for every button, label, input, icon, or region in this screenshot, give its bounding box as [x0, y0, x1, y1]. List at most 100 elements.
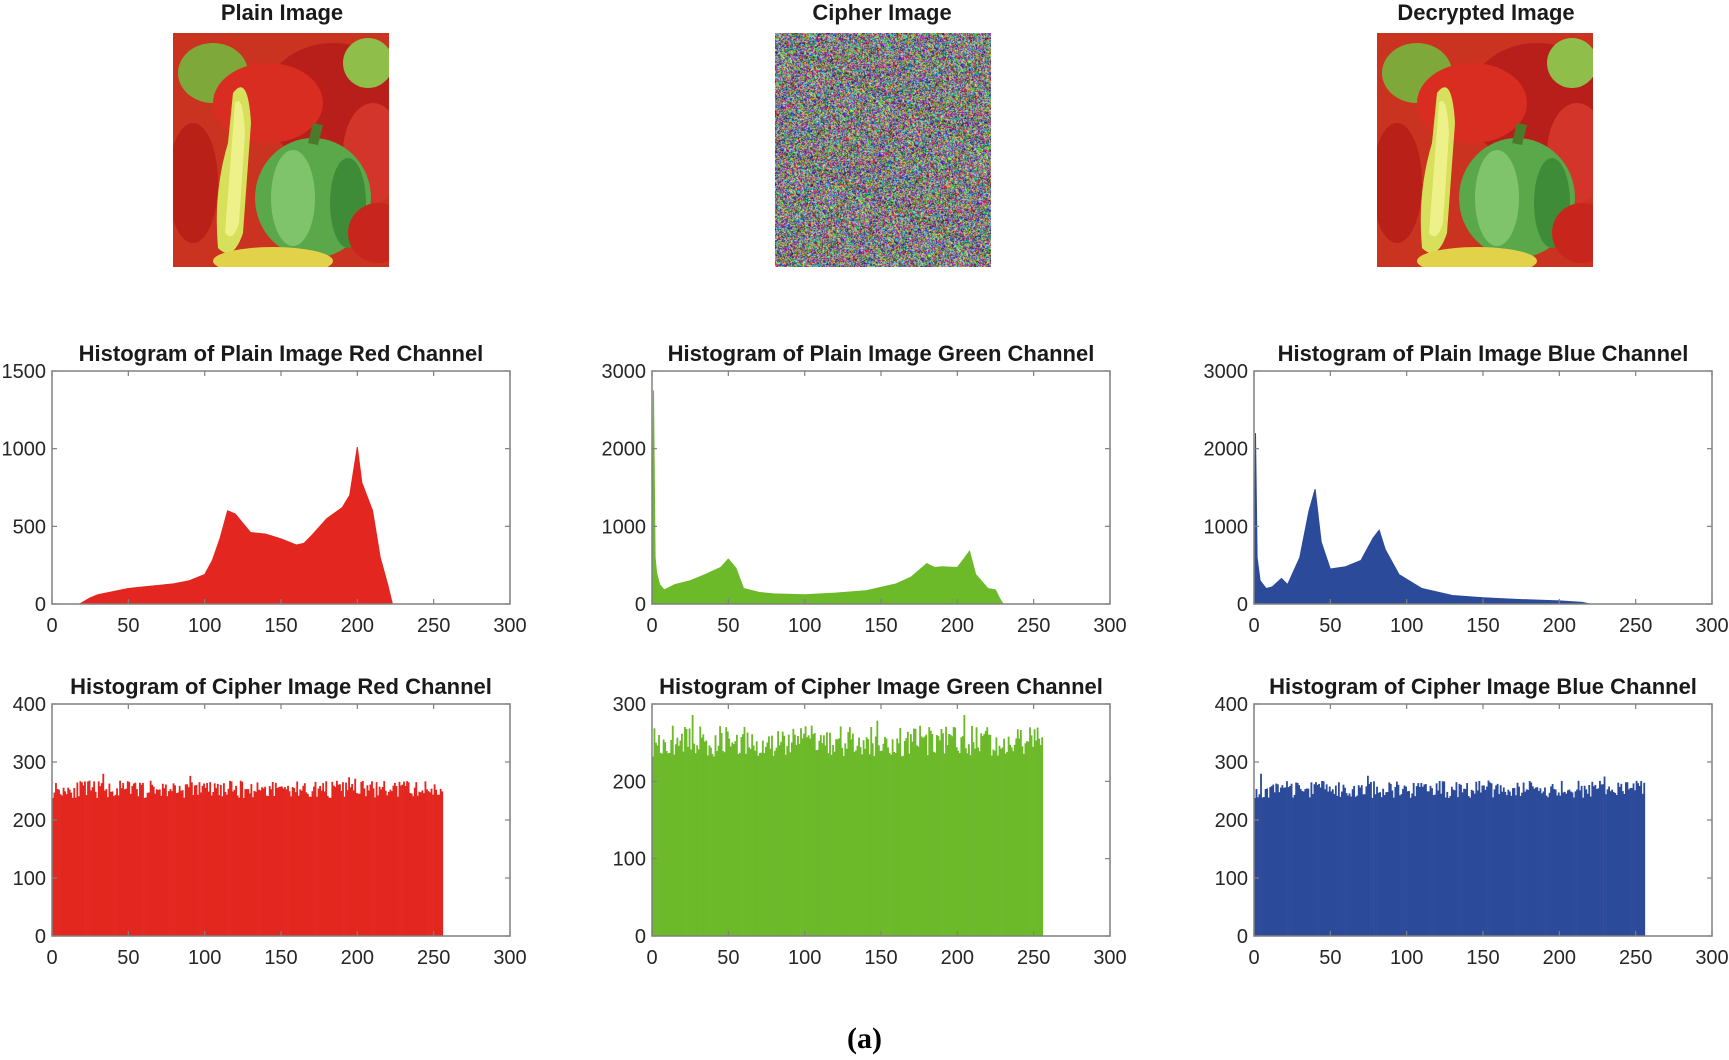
histogram-bar — [917, 746, 920, 936]
histogram-bar — [1261, 797, 1264, 936]
histogram-bar — [131, 785, 134, 936]
histogram-bar — [685, 728, 688, 936]
histogram-bar — [397, 796, 399, 936]
histogram-bar — [1026, 741, 1028, 936]
histogram-bar — [1457, 797, 1459, 936]
histogram-bar — [1033, 729, 1036, 936]
histogram-bar — [865, 737, 868, 936]
histogram-bar — [784, 754, 787, 936]
histogram-bar — [1414, 796, 1417, 936]
histogram-bar — [168, 791, 170, 936]
histogram-bar — [1295, 782, 1298, 936]
histogram-bar — [793, 734, 796, 936]
histogram-bar — [1530, 782, 1533, 936]
histogram-bar — [406, 781, 409, 936]
histogram-bar — [349, 787, 352, 936]
y-tick-label: 1000 — [1204, 516, 1249, 538]
x-tick-label: 0 — [646, 947, 657, 969]
histogram-bar — [913, 728, 915, 936]
histogram-bar — [946, 744, 949, 936]
histogram-bar — [1492, 797, 1494, 936]
histogram-bar — [671, 725, 674, 936]
histogram-bar — [1379, 792, 1382, 936]
histogram-bar — [154, 793, 157, 936]
histogram-bar — [960, 737, 963, 936]
histogram-bar — [1623, 793, 1626, 936]
histogram-bar — [224, 791, 227, 936]
histogram-bar — [1258, 794, 1261, 936]
histogram-bar — [1478, 780, 1481, 936]
histogram-bar — [1394, 787, 1397, 936]
histogram-bar — [1635, 780, 1638, 936]
histogram-bar — [88, 780, 91, 936]
histogram-bar — [1585, 789, 1588, 936]
histogram-bar — [700, 737, 703, 936]
histogram-bar — [1029, 727, 1031, 936]
histogram-bar — [789, 752, 792, 936]
histogram-bar — [1296, 782, 1299, 936]
histogram-bar — [375, 782, 378, 936]
histogram-bar — [1006, 751, 1009, 936]
histogram-bar — [1269, 787, 1272, 936]
histogram-bar — [339, 784, 341, 936]
histogram-bar — [856, 745, 859, 936]
histogram-bar — [255, 791, 257, 936]
histogram-bar — [1308, 797, 1311, 936]
histogram-bar — [1513, 787, 1516, 936]
histogram-bar — [410, 793, 413, 936]
histogram-bar — [311, 791, 314, 936]
histogram-bar — [1521, 792, 1523, 936]
histogram-bar — [1562, 792, 1565, 936]
histogram-bar — [416, 795, 419, 936]
x-tick-label: 100 — [788, 615, 821, 637]
histogram-bar — [148, 792, 151, 936]
histogram-bar — [1533, 788, 1536, 936]
y-tick-label: 3000 — [1204, 361, 1249, 383]
histogram-bar — [418, 791, 421, 936]
histogram-bar — [90, 790, 92, 936]
histogram-bar — [1565, 793, 1568, 936]
histogram-bar — [1542, 791, 1545, 936]
histogram-bar — [800, 728, 802, 936]
histogram-bar — [285, 789, 288, 936]
histogram-bar — [250, 784, 253, 936]
y-tick-label: 300 — [1215, 752, 1248, 774]
histogram-bar — [187, 787, 190, 936]
histogram-bar — [890, 754, 892, 936]
y-tick-label: 0 — [635, 594, 646, 616]
histogram-bar — [404, 785, 407, 936]
histogram-bar — [1626, 782, 1629, 936]
histogram-bar — [992, 749, 995, 936]
histogram-bar — [114, 794, 117, 936]
histogram-bar — [1292, 797, 1294, 936]
histogram-bar — [677, 745, 680, 936]
histogram-bar — [786, 746, 789, 936]
histogram-bar — [377, 795, 380, 936]
histogram-bar — [192, 795, 195, 936]
histogram-bar — [1498, 794, 1501, 936]
histogram-bar — [1357, 785, 1360, 936]
histogram-bar — [850, 739, 853, 936]
histogram-bar — [710, 747, 712, 936]
histogram-bar — [972, 742, 975, 936]
histogram-bar — [764, 746, 767, 936]
histogram-bar — [119, 780, 121, 936]
histogram-bar — [822, 735, 825, 936]
histogram-bar — [82, 785, 85, 936]
histogram-bar — [902, 755, 905, 936]
histogram-bar — [1519, 795, 1522, 936]
histogram-bar — [1483, 785, 1485, 936]
histogram-bar — [1278, 792, 1281, 936]
histogram-bar — [851, 733, 854, 936]
histogram-bar — [200, 792, 202, 936]
histogram-bar — [392, 785, 395, 936]
histogram-bar — [945, 726, 947, 936]
histogram-bar — [1373, 781, 1375, 936]
histogram-bar — [923, 736, 926, 936]
histogram-bar — [1589, 796, 1592, 936]
histogram-bar — [164, 784, 167, 936]
histogram-bar — [77, 796, 80, 936]
histogram-bar — [1405, 786, 1407, 936]
histogram-bar — [656, 745, 659, 936]
histogram-bar — [1554, 789, 1557, 936]
